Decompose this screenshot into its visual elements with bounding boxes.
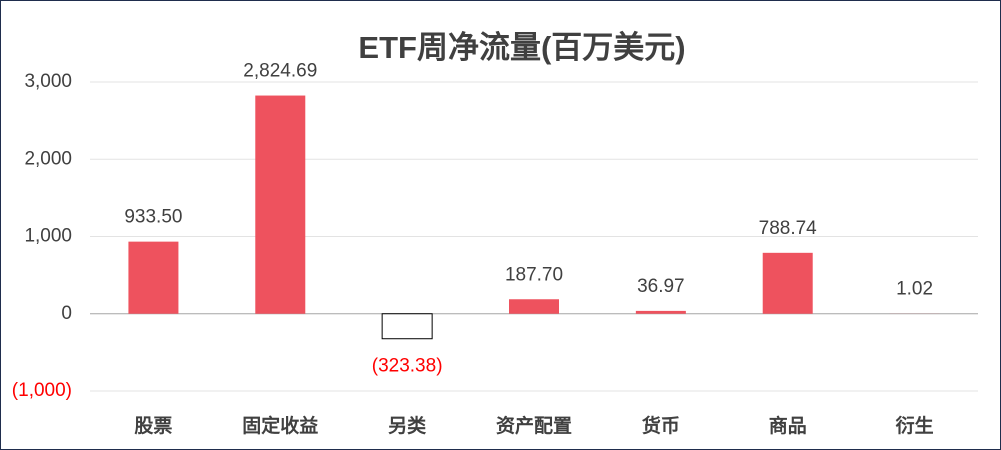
chart-title: ETF周净流量(百万美元) [358,30,685,65]
bar [762,252,813,314]
x-tick-label: 资产配置 [496,414,572,437]
bar [509,299,559,314]
data-label: 933.50 [124,207,182,228]
x-tick-label: 固定收益 [242,414,318,437]
y-tick-label: 2,000 [24,148,72,169]
bar [381,313,433,340]
x-tick-label: 商品 [769,414,807,437]
y-tick-label: 3,000 [24,71,72,92]
bar [635,310,686,314]
y-tick-label: 0 [61,303,72,324]
x-tick-label: 衍生 [895,414,934,437]
x-tick-label: 股票 [134,415,172,437]
data-label: 36.97 [637,276,685,297]
bar [255,95,306,314]
y-tick-label: 1,000 [24,226,72,247]
data-label: 788.74 [759,218,818,239]
y-tick-label: (1,000) [12,380,72,401]
data-label: 1.02 [896,279,933,300]
x-tick-label: 货币 [642,414,680,437]
data-label: 187.70 [505,264,563,285]
data-label: (323.38) [372,356,443,377]
x-tick-label: 另类 [388,414,426,437]
data-label: 2,824.69 [243,61,317,82]
bar [128,241,179,314]
